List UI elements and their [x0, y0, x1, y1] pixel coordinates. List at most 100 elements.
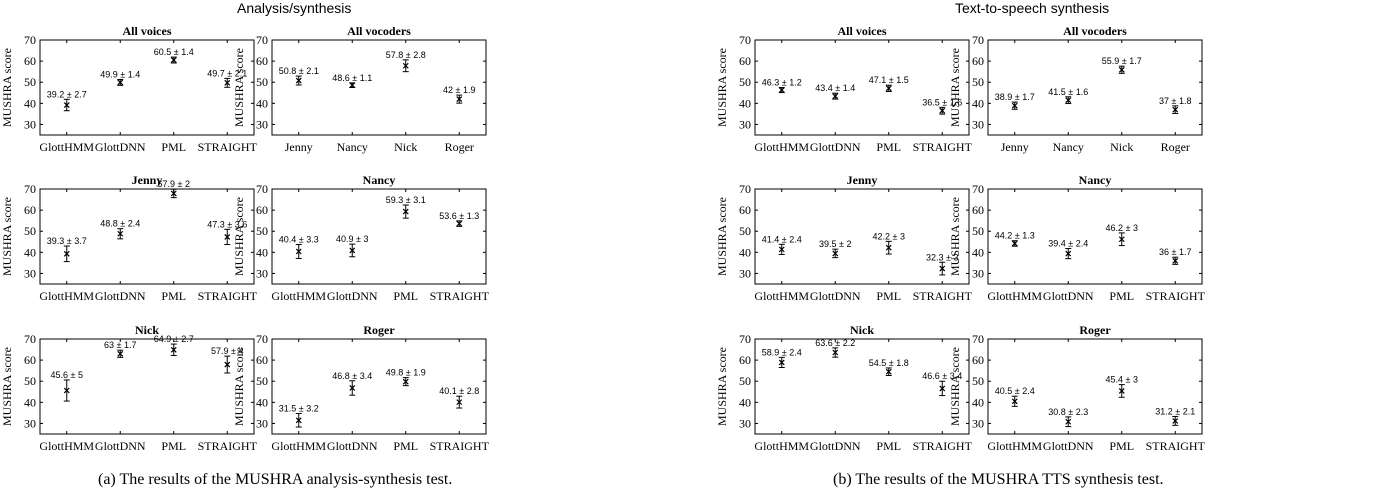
panel-1-xtick-label-nancy: Nancy — [337, 140, 368, 154]
panel-2-data-label-straight: 47.3 ± 3.6 — [207, 219, 247, 229]
panel-3-data-label-glotthmm: 40.4 ± 3.3 — [279, 235, 319, 245]
panel-3-ytick-label-40: 40 — [256, 245, 268, 259]
panel-7-ytick-label-40: 40 — [972, 96, 984, 110]
panel-0-xtick-label-glottdnn: GlottDNN — [95, 140, 146, 154]
panel-10-data-label-straight: 46.6 ± 3.4 — [922, 371, 962, 381]
panel-9-ytick-label-50: 50 — [972, 224, 984, 238]
panel-9-frame — [987, 188, 1203, 285]
panel-8-data-label-glottdnn: 39.5 ± 2 — [819, 239, 851, 249]
panel-9-data-label-glotthmm: 44.2 ± 1.3 — [995, 231, 1035, 241]
panel-6-data-label-glottdnn: 43.4 ± 1.4 — [815, 83, 855, 93]
panel-11-ytick-label-50: 50 — [972, 374, 984, 388]
panel-0-xtick-label-straight: STRAIGHT — [198, 140, 258, 154]
panel-4-ytick-label-30: 30 — [24, 416, 36, 430]
panel-5-xtick-label-glottdnn: GlottDNN — [327, 439, 378, 453]
panel-10-data-label-pml: 54.5 ± 1.8 — [869, 358, 909, 368]
panel-8-title: Jenny — [847, 173, 878, 187]
panel-7-data-label-nancy: 41.5 ± 1.6 — [1048, 87, 1088, 97]
panel-5-ytick-label-70: 70 — [256, 332, 268, 346]
panel-3-data-label-glottdnn: 40.9 ± 3 — [336, 234, 368, 244]
panel-2-frame — [39, 188, 255, 285]
panel-5-ytick-label-40: 40 — [256, 395, 268, 409]
panel-6-marker-b-straight — [939, 107, 946, 114]
panel-1-data-label-nancy: 48.6 ± 1.1 — [332, 73, 372, 83]
panel-7-xtick-label-nick: Nick — [1110, 140, 1133, 154]
panel-3-frame — [271, 188, 487, 285]
panel-10-xtick-label-straight: STRAIGHT — [913, 439, 973, 453]
panel-7-xtick-label-roger: Roger — [1161, 140, 1190, 154]
panel-9-title: Nancy — [1079, 173, 1112, 187]
panel-4-ytick-label-40: 40 — [24, 395, 36, 409]
panel-11-frame — [987, 338, 1203, 435]
panel-3-ytick-label-60: 60 — [256, 203, 268, 217]
panel-3-data-label-pml: 59.3 ± 3.1 — [386, 195, 426, 205]
panel-11-marker-b-straight — [1172, 417, 1179, 424]
panel-1-ytick-label-50: 50 — [256, 75, 268, 89]
panel-5-marker-b-glottdnn — [349, 385, 356, 391]
panel-0-ytick-label-70: 70 — [24, 33, 36, 47]
panel-8-ytick-label-50: 50 — [739, 224, 751, 238]
panel-2-marker-b-glotthmm — [63, 250, 70, 257]
panel-4-ytick-label-60: 60 — [24, 353, 36, 367]
panel-2-xtick-label-pml: PML — [161, 289, 186, 303]
panel-7-marker-b-jenny — [1011, 102, 1018, 109]
panel-2-ytick-label-60: 60 — [24, 203, 36, 217]
panel-1-marker-b-roger — [456, 96, 463, 103]
panel-11-xtick-label-glottdnn: GlottDNN — [1043, 439, 1094, 453]
panel-5-title: Roger — [363, 323, 395, 337]
panel-6-ytick-label-30: 30 — [739, 117, 751, 131]
panel-10-xtick-label-glotthmm: GlottHMM — [754, 439, 809, 453]
panel-3-xtick-label-glotthmm: GlottHMM — [271, 289, 326, 303]
panel-3-marker-b-glotthmm — [295, 248, 302, 255]
panel-2-xtick-label-glotthmm: GlottHMM — [39, 289, 94, 303]
panel-7-data-label-roger: 37 ± 1.8 — [1159, 96, 1191, 106]
panel-0-data-label-straight: 49.7 ± 2.1 — [207, 68, 247, 78]
panel-8-data-label-glotthmm: 41.4 ± 2.4 — [762, 234, 802, 244]
panel-1-data-label-jenny: 50.8 ± 2.1 — [279, 66, 319, 76]
panel-6-ytick-label-40: 40 — [739, 96, 751, 110]
panel-8-data-label-pml: 42.2 ± 3 — [873, 231, 905, 241]
panel-9-xtick-label-pml: PML — [1109, 289, 1134, 303]
panel-1-xtick-label-jenny: Jenny — [285, 140, 313, 154]
panel-10-ytick-label-30: 30 — [739, 416, 751, 430]
panel-5-ytick-label-50: 50 — [256, 374, 268, 388]
panel-4-marker-b-glotthmm — [63, 387, 70, 394]
panel-11-ylabel: MUSHRA score — [948, 347, 962, 426]
panel-0-ytick-label-40: 40 — [24, 96, 36, 110]
panel-1-marker-b-jenny — [295, 77, 302, 84]
caption-b: (b) The results of the MUSHRA TTS synthe… — [833, 471, 1164, 488]
panel-11-xtick-label-straight: STRAIGHT — [1146, 439, 1206, 453]
panel-1-marker-b-nancy — [349, 82, 356, 89]
panel-9-data-label-pml: 46.2 ± 3 — [1106, 223, 1138, 233]
panel-4-xtick-label-pml: PML — [161, 439, 186, 453]
panel-3-data-label-straight: 53.6 ± 1.3 — [439, 211, 479, 221]
panel-0-data-label-pml: 60.5 ± 1.4 — [154, 47, 194, 57]
panel-2-ytick-label-70: 70 — [24, 182, 36, 196]
panel-5-xtick-label-pml: PML — [393, 439, 418, 453]
panel-3-xtick-label-straight: STRAIGHT — [430, 289, 490, 303]
panel-2-data-label-glottdnn: 48.8 ± 2.4 — [100, 219, 140, 229]
panel-7-xtick-label-jenny: Jenny — [1001, 140, 1029, 154]
panel-10-title: Nick — [850, 323, 874, 337]
panel-4-xtick-label-glottdnn: GlottDNN — [95, 439, 146, 453]
panel-8-xtick-label-straight: STRAIGHT — [913, 289, 973, 303]
panel-2-marker-b-straight — [224, 233, 231, 240]
panel-4-marker-b-straight — [224, 361, 231, 368]
panel-6-xtick-label-glottdnn: GlottDNN — [810, 140, 861, 154]
panel-11-data-label-glottdnn: 30.8 ± 2.3 — [1048, 407, 1088, 417]
panel-2-data-label-glotthmm: 39.3 ± 3.7 — [47, 236, 87, 246]
panel-11-xtick-label-pml: PML — [1109, 439, 1134, 453]
panel-9-ytick-label-60: 60 — [972, 203, 984, 217]
panel-8-xtick-label-pml: PML — [876, 289, 901, 303]
panel-10-marker-b-straight — [939, 385, 946, 392]
panel-7-data-label-nick: 55.9 ± 1.7 — [1102, 56, 1142, 66]
panel-7-marker-b-nick — [1118, 66, 1125, 73]
panel-10-data-label-glotthmm: 58.9 ± 2.4 — [762, 347, 802, 357]
panel-10-marker-b-glottdnn — [832, 349, 839, 356]
panel-7-marker-b-roger — [1172, 106, 1179, 113]
panel-0-marker-b-glottdnn — [117, 79, 124, 86]
panel-2-xtick-label-straight: STRAIGHT — [198, 289, 258, 303]
panel-9-ytick-label-30: 30 — [972, 266, 984, 280]
panel-11-ytick-label-60: 60 — [972, 353, 984, 367]
